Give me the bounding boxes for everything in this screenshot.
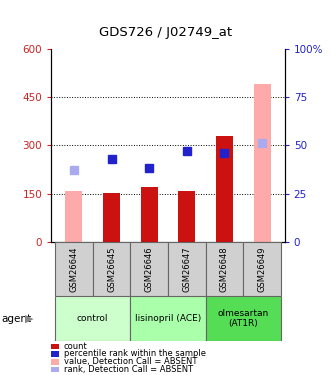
Bar: [206, 296, 281, 341]
Bar: [168, 242, 206, 296]
Text: rank, Detection Call = ABSENT: rank, Detection Call = ABSENT: [64, 365, 193, 374]
Bar: [55, 296, 130, 341]
Bar: [103, 193, 120, 242]
Text: value, Detection Call = ABSENT: value, Detection Call = ABSENT: [64, 357, 197, 366]
Bar: [216, 136, 233, 242]
Bar: [243, 242, 281, 296]
Text: GSM26646: GSM26646: [145, 246, 154, 292]
Bar: [66, 191, 82, 242]
Text: control: control: [77, 314, 109, 323]
Bar: [141, 187, 158, 242]
Text: GSM26649: GSM26649: [258, 246, 266, 292]
Text: agent: agent: [2, 314, 32, 324]
Text: percentile rank within the sample: percentile rank within the sample: [64, 350, 206, 358]
Text: GSM26645: GSM26645: [107, 246, 116, 292]
Text: GSM26647: GSM26647: [182, 246, 191, 292]
Text: GSM26648: GSM26648: [220, 246, 229, 292]
Bar: [130, 296, 206, 341]
Bar: [178, 191, 195, 242]
Bar: [55, 242, 93, 296]
Bar: [93, 242, 130, 296]
Bar: [206, 242, 243, 296]
Text: ▶: ▶: [25, 314, 33, 324]
Text: GDS726 / J02749_at: GDS726 / J02749_at: [99, 26, 232, 39]
Text: lisinopril (ACE): lisinopril (ACE): [135, 314, 201, 323]
Text: GSM26644: GSM26644: [70, 246, 78, 292]
Bar: [130, 242, 168, 296]
Text: olmesartan
(AT1R): olmesartan (AT1R): [218, 309, 269, 328]
Text: count: count: [64, 342, 87, 351]
Bar: [254, 84, 270, 242]
